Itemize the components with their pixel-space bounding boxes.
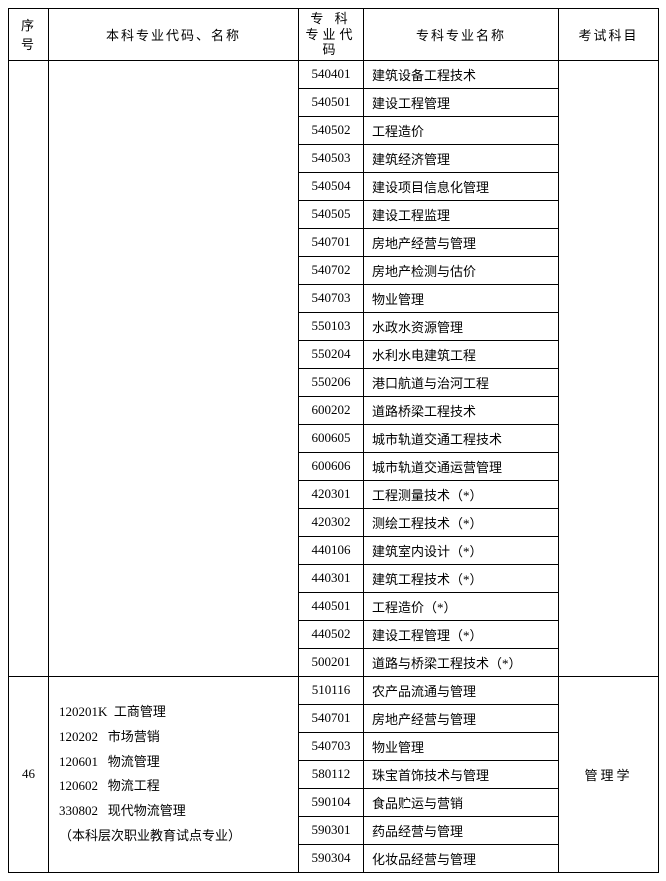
major-line: 120602 物流工程 [59,774,292,799]
spec-name: 药品经营与管理 [364,816,559,844]
spec-code: 550204 [299,340,364,368]
spec-name: 房地产经营与管理 [364,228,559,256]
spec-code: 510116 [299,676,364,704]
spec-code: 540703 [299,732,364,760]
major-line: 120601 物流管理 [59,750,292,775]
spec-name: 化妆品经营与管理 [364,844,559,872]
spec-code: 600605 [299,424,364,452]
table-row: 540401建筑设备工程技术 [9,60,659,88]
spec-code: 540505 [299,200,364,228]
header-speccode: 专 科专业代码 [299,9,364,61]
spec-code: 540703 [299,284,364,312]
spec-name: 港口航道与治河工程 [364,368,559,396]
spec-name: 工程造价（*） [364,592,559,620]
spec-code: 540503 [299,144,364,172]
spec-name: 城市轨道交通运营管理 [364,452,559,480]
major-line: 120201K 工商管理 [59,700,292,725]
spec-name: 物业管理 [364,284,559,312]
spec-code: 540701 [299,704,364,732]
spec-code: 550206 [299,368,364,396]
spec-code: 540502 [299,116,364,144]
spec-name: 房地产检测与估价 [364,256,559,284]
seq-cell [9,60,49,676]
spec-code: 540701 [299,228,364,256]
spec-code: 590301 [299,816,364,844]
spec-name: 道路桥梁工程技术 [364,396,559,424]
spec-name: 水利水电建筑工程 [364,340,559,368]
spec-code: 600606 [299,452,364,480]
spec-name: 房地产经营与管理 [364,704,559,732]
exam-cell: 管理学 [559,676,659,872]
major-line: 120202 市场营销 [59,725,292,750]
spec-code: 590104 [299,788,364,816]
spec-code: 540504 [299,172,364,200]
spec-code: 550103 [299,312,364,340]
spec-name: 建筑工程技术（*） [364,564,559,592]
spec-name: 建设项目信息化管理 [364,172,559,200]
spec-name: 物业管理 [364,732,559,760]
header-major: 本科专业代码、名称 [49,9,299,61]
major-line: （本科层次职业教育试点专业） [59,824,292,849]
spec-code: 590304 [299,844,364,872]
spec-code: 440301 [299,564,364,592]
header-exam: 考试科目 [559,9,659,61]
header-row: 序号 本科专业代码、名称 专 科专业代码 专科专业名称 考试科目 [9,9,659,61]
spec-name: 建筑设备工程技术 [364,60,559,88]
spec-name: 工程造价 [364,116,559,144]
seq-cell: 46 [9,676,49,872]
spec-code: 420302 [299,508,364,536]
spec-code: 500201 [299,648,364,676]
spec-code: 440502 [299,620,364,648]
table-body: 540401建筑设备工程技术540501建设工程管理540502工程造价5405… [9,60,659,872]
table-row: 46120201K 工商管理120202 市场营销120601 物流管理1206… [9,676,659,704]
spec-name: 城市轨道交通工程技术 [364,424,559,452]
spec-name: 珠宝首饰技术与管理 [364,760,559,788]
spec-code: 540501 [299,88,364,116]
spec-name: 测绘工程技术（*） [364,508,559,536]
spec-name: 工程测量技术（*） [364,480,559,508]
spec-code: 440106 [299,536,364,564]
spec-code: 540702 [299,256,364,284]
spec-name: 食品贮运与营销 [364,788,559,816]
spec-name: 道路与桥梁工程技术（*） [364,648,559,676]
spec-name: 建筑室内设计（*） [364,536,559,564]
spec-name: 水政水资源管理 [364,312,559,340]
spec-code: 420301 [299,480,364,508]
spec-code: 600202 [299,396,364,424]
major-line: 330802 现代物流管理 [59,799,292,824]
spec-name: 建筑经济管理 [364,144,559,172]
header-seq: 序号 [9,9,49,61]
spec-name: 建设工程管理 [364,88,559,116]
header-specname: 专科专业名称 [364,9,559,61]
spec-code: 580112 [299,760,364,788]
majors-table: 序号 本科专业代码、名称 专 科专业代码 专科专业名称 考试科目 540401建… [8,8,659,873]
spec-name: 农产品流通与管理 [364,676,559,704]
spec-code: 540401 [299,60,364,88]
spec-code: 440501 [299,592,364,620]
major-cell: 120201K 工商管理120202 市场营销120601 物流管理120602… [49,676,299,872]
exam-cell [559,60,659,676]
major-cell [49,60,299,676]
spec-name: 建设工程管理（*） [364,620,559,648]
spec-name: 建设工程监理 [364,200,559,228]
